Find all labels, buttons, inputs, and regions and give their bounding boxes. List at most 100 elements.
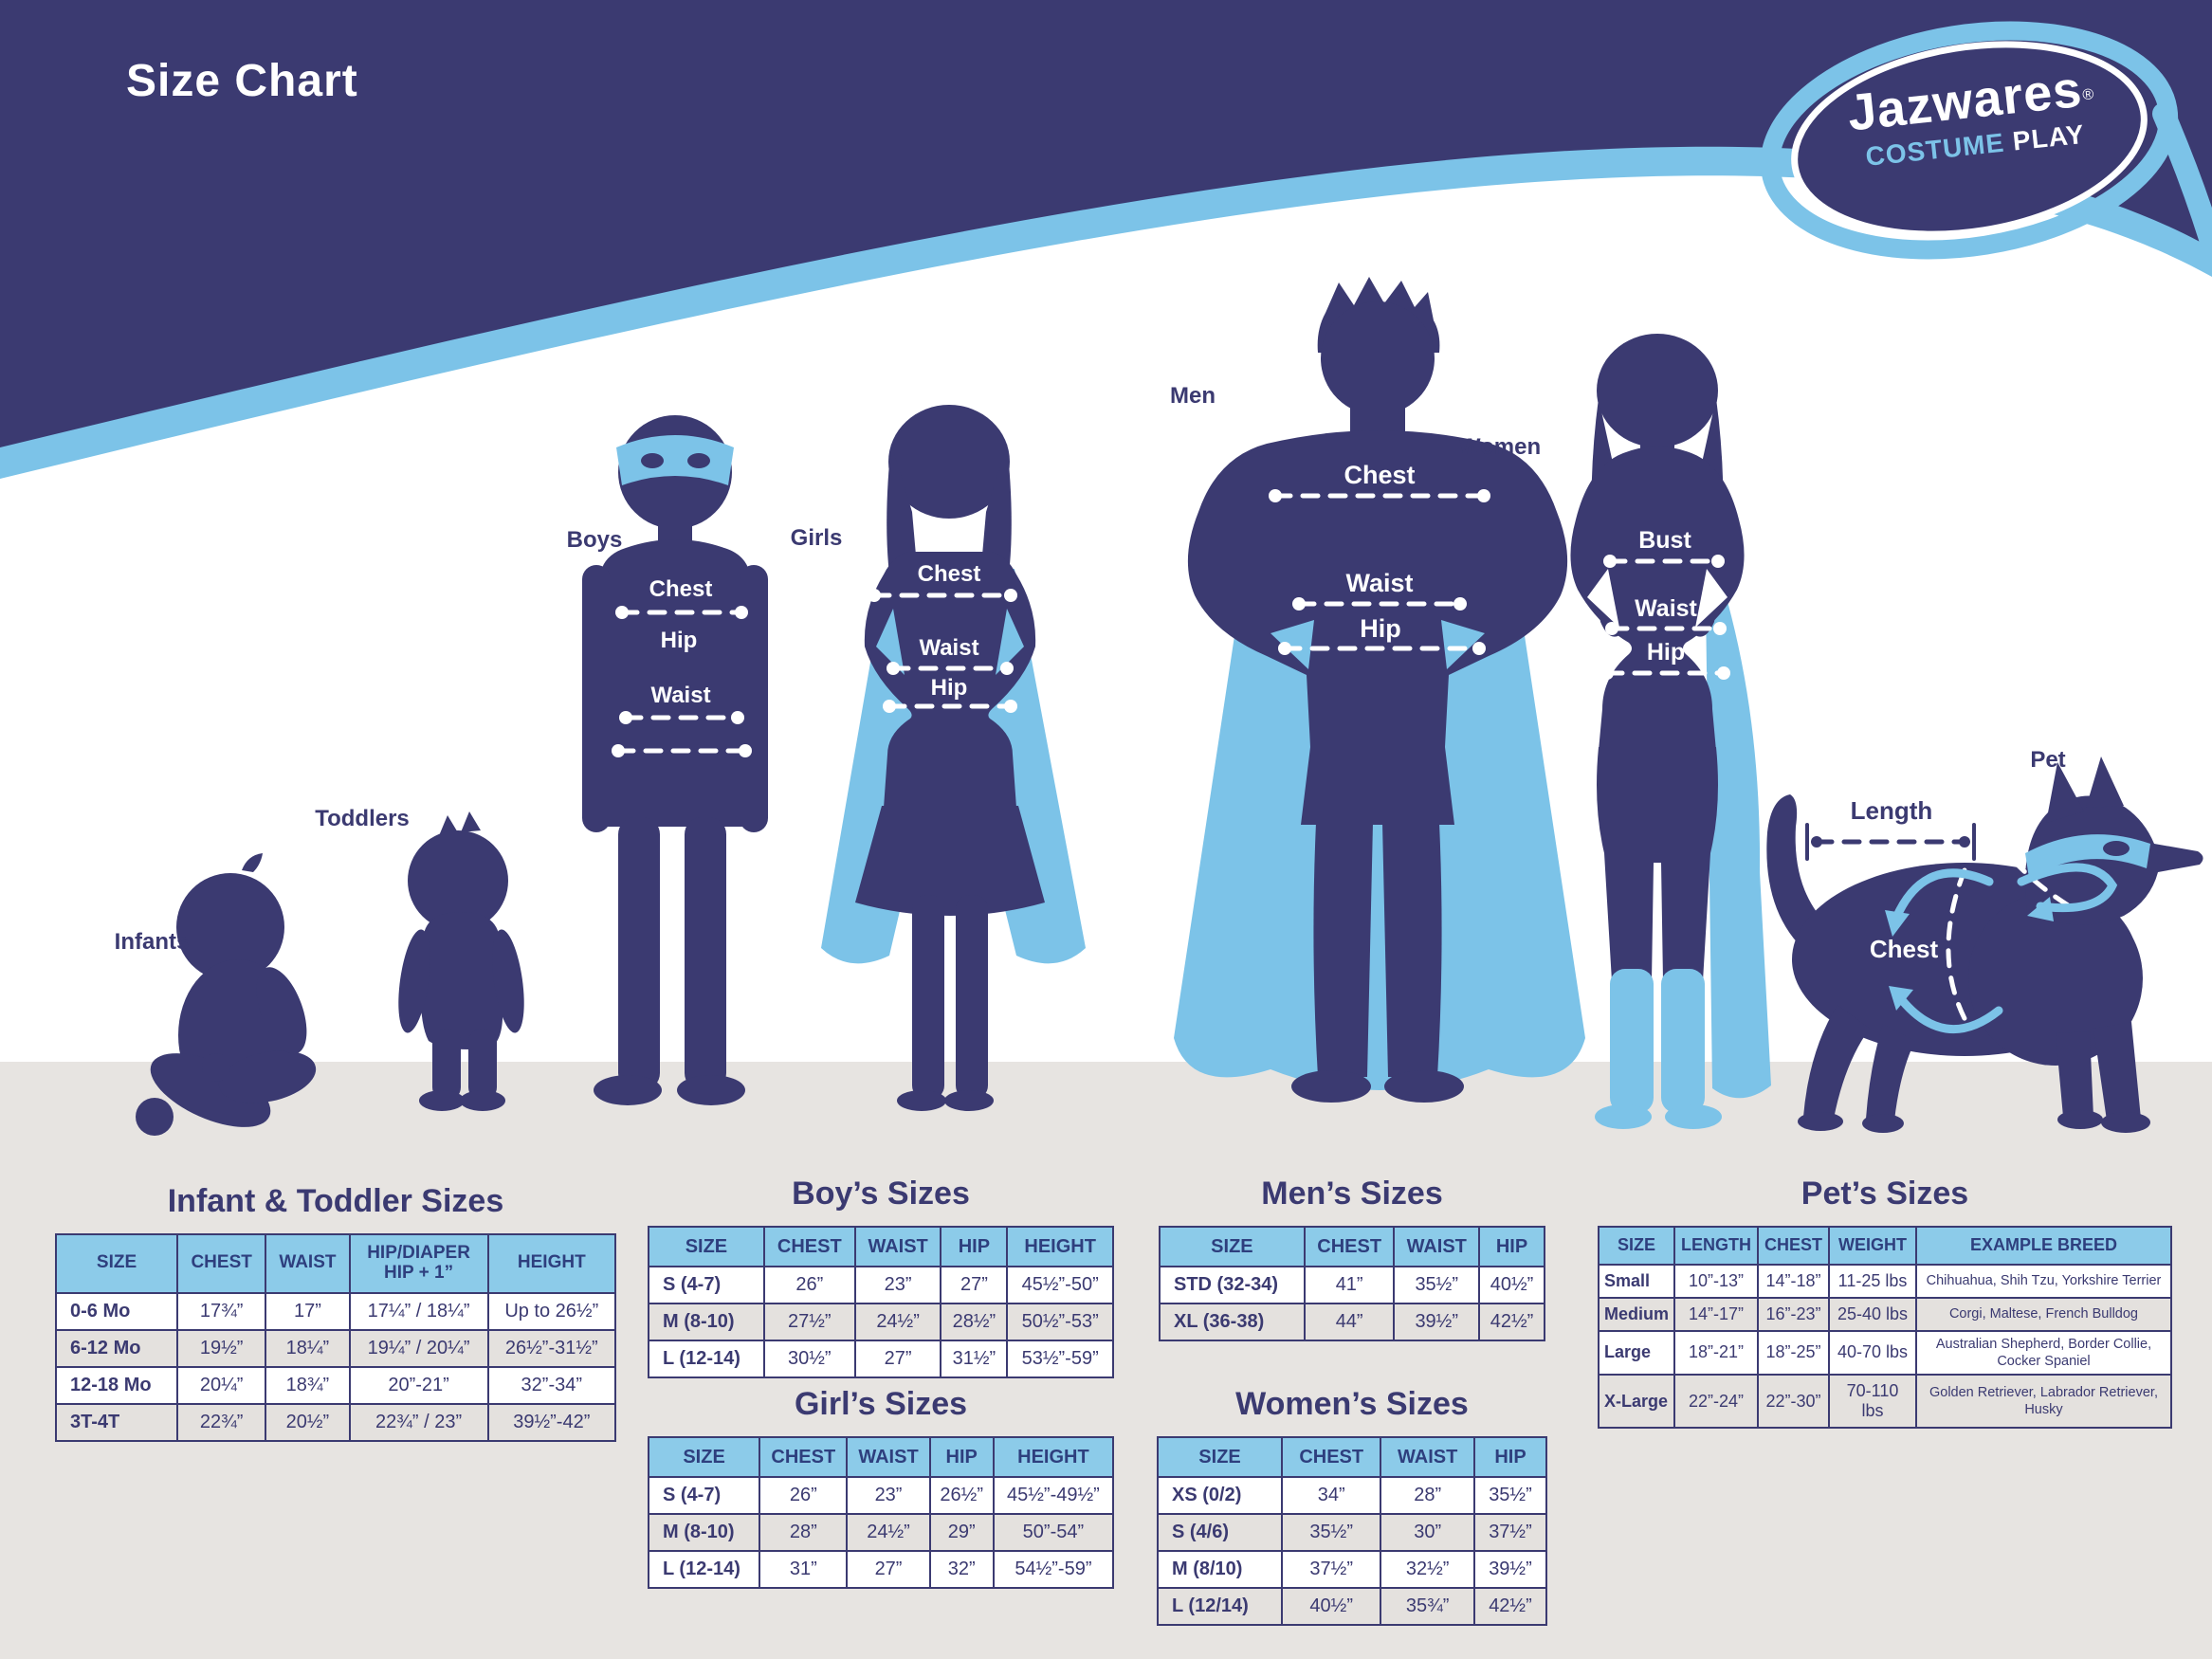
column-header: HEIGHT	[992, 1436, 1115, 1478]
pet-length-line	[1805, 823, 1976, 861]
column-header: CHEST	[1757, 1226, 1831, 1266]
value-cell: 17”	[265, 1291, 351, 1331]
value-cell: Australian Shepherd, Border Collie, Cock…	[1914, 1329, 2173, 1376]
woman-bust-label: Bust	[1638, 527, 1691, 554]
girls-sizes-table: SIZE CHEST WAIST HIP HEIGHT S (4-7) 26” 23” 26½”…	[647, 1436, 1115, 1589]
row-label-cell: M (8-10)	[648, 1303, 765, 1341]
value-cell: 26”	[759, 1476, 849, 1515]
header-row: SIZE LENGTH CHEST WEIGHT EXAMPLE BREED	[1597, 1226, 2173, 1266]
value-cell: 26½”-31½”	[486, 1328, 617, 1368]
boy-waist-label: Waist	[650, 683, 711, 708]
value-cell: 45½”-50”	[1006, 1266, 1114, 1304]
row-label-cell: S (4-7)	[647, 1476, 761, 1515]
row-label-cell: XS (0/2)	[1156, 1476, 1284, 1515]
value-cell: 34”	[1281, 1476, 1382, 1515]
value-cell: Chihuahua, Shih Tzu, Yorkshire Terrier	[1914, 1263, 2173, 1299]
value-cell: 39½”	[1472, 1550, 1548, 1589]
column-header: HIP	[940, 1226, 1009, 1267]
row-label-cell: XL (36-38)	[1159, 1303, 1306, 1341]
value-cell: 20½”	[265, 1402, 351, 1442]
value-cell: 35¾”	[1380, 1587, 1475, 1626]
row-label-cell: Large	[1597, 1329, 1676, 1376]
value-cell: 22”-24”	[1673, 1374, 1760, 1430]
woman-waist-label: Waist	[1635, 595, 1697, 622]
value-cell: 50½”-53”	[1006, 1303, 1114, 1341]
table-row: L (12/14) 40½” 35¾” 42½”	[1156, 1587, 1548, 1626]
womens-sizes-table: SIZE CHEST WAIST HIP XS (0/2) 34” 28” 35½” S (4/…	[1156, 1436, 1548, 1626]
figure-label-toddlers: Toddlers	[315, 806, 410, 831]
column-header: WAIST	[853, 1226, 942, 1267]
value-cell: Golden Retriever, Labrador Retriever, Hu…	[1914, 1374, 2173, 1430]
value-cell: 19½”	[176, 1328, 267, 1368]
column-header: LENGTH	[1673, 1226, 1760, 1266]
value-cell: 18¾”	[265, 1365, 351, 1405]
table-title-boys: Boy’s Sizes	[792, 1176, 970, 1212]
value-cell: 37½”	[1281, 1550, 1382, 1589]
value-cell: 35½”	[1393, 1266, 1480, 1304]
table-row: 0-6 Mo 17¾” 17” 17¼” / 18¼” Up to 26½”	[54, 1291, 617, 1331]
value-cell: 32½”	[1380, 1550, 1475, 1589]
table-row: XL (36-38) 44” 39½” 42½”	[1159, 1303, 1545, 1341]
column-header: SIZE	[1159, 1226, 1306, 1267]
table-title-womens: Women’s Sizes	[1235, 1386, 1469, 1422]
figure-label-girls: Girls	[790, 525, 843, 551]
value-cell: 27”	[940, 1266, 1009, 1304]
row-label-cell: 6-12 Mo	[54, 1328, 179, 1368]
table-row: M (8-10) 27½” 24½” 28½” 50½”-53”	[648, 1303, 1114, 1341]
man-hip-label: Hip	[1360, 614, 1401, 643]
column-header: HIP	[1472, 1436, 1548, 1478]
column-header: HEIGHT	[1006, 1226, 1114, 1267]
value-cell: 25-40 lbs	[1828, 1296, 1917, 1332]
table-row: XS (0/2) 34” 28” 35½”	[1156, 1476, 1548, 1515]
boy-chest-label: Chest	[649, 576, 713, 602]
value-cell: 32”-34”	[486, 1365, 617, 1405]
column-header: SIZE	[648, 1226, 765, 1267]
column-header: SIZE	[1597, 1226, 1676, 1266]
column-header: CHEST	[759, 1436, 849, 1478]
column-header: HIP	[1478, 1226, 1545, 1267]
value-cell: 16”-23”	[1757, 1296, 1831, 1332]
value-cell: 10”-13”	[1673, 1263, 1760, 1299]
column-header: WAIST	[846, 1436, 931, 1478]
figure-label-women: Women	[1458, 434, 1542, 460]
figure-label-men: Men	[1170, 383, 1216, 409]
value-cell: 26½”	[928, 1476, 995, 1515]
value-cell: 40½”	[1281, 1587, 1382, 1626]
table-row: S (4-7) 26” 23” 26½” 45½”-49½”	[647, 1476, 1115, 1515]
womens-sizes-section: Women’s Sizes SIZE CHEST WAIST HIP XS (0/2) 3…	[1156, 1386, 1548, 1626]
value-cell: 42½”	[1472, 1587, 1548, 1626]
value-cell: Corgi, Maltese, French Bulldog	[1914, 1296, 2173, 1332]
value-cell: 50”-54”	[992, 1513, 1115, 1552]
row-label-cell: S (4-7)	[648, 1266, 765, 1304]
man-silhouette	[1174, 277, 1585, 1103]
value-cell: 30”	[1380, 1513, 1475, 1552]
table-row: Medium 14”-17” 16”-23” 25-40 lbs Corgi, Malt…	[1597, 1296, 2173, 1332]
table-row: X-Large 22”-24” 22”-30” 70-110 lbs Golden Re…	[1597, 1374, 2173, 1430]
value-cell: 40-70 lbs	[1828, 1329, 1917, 1376]
figure-label-infants: Infants	[114, 929, 190, 955]
girl-silhouette	[821, 405, 1086, 1111]
logo-badge	[1791, 41, 2148, 238]
value-cell: 27”	[846, 1550, 931, 1589]
value-cell: 23”	[846, 1476, 931, 1515]
value-cell: 24½”	[853, 1303, 942, 1341]
value-cell: 54½”-59”	[992, 1550, 1115, 1589]
mens-sizes-section: Men’s Sizes SIZE CHEST WAIST HIP STD (32-34)…	[1159, 1176, 1545, 1341]
value-cell: 39½”	[1393, 1303, 1480, 1341]
value-cell: 30½”	[762, 1340, 856, 1378]
value-cell: 18¼”	[265, 1328, 351, 1368]
value-cell: 18”-21”	[1673, 1329, 1760, 1376]
value-cell: 32”	[928, 1550, 995, 1589]
header-row: SIZE CHEST WAIST HIP	[1156, 1436, 1548, 1478]
table-row: 12-18 Mo 20¼” 18¾” 20”-21” 32”-34”	[54, 1365, 617, 1405]
row-label-cell: M (8-10)	[647, 1513, 761, 1552]
table-row: 3T-4T 22¾” 20½” 22¾” / 23” 39½”-42”	[54, 1402, 617, 1442]
column-header: WEIGHT	[1828, 1226, 1917, 1266]
value-cell: 70-110 lbs	[1828, 1374, 1917, 1430]
table-row: L (12-14) 31” 27” 32” 54½”-59”	[647, 1550, 1115, 1589]
woman-hip-label: Hip	[1646, 639, 1686, 665]
header-row: SIZE CHEST WAIST HIP	[1159, 1226, 1545, 1267]
column-header: HIP	[928, 1436, 995, 1478]
header-row: SIZE CHEST WAIST HIP/DIAPER HIP + 1” HEIGHT	[54, 1233, 617, 1294]
column-header: WAIST	[1393, 1226, 1480, 1267]
